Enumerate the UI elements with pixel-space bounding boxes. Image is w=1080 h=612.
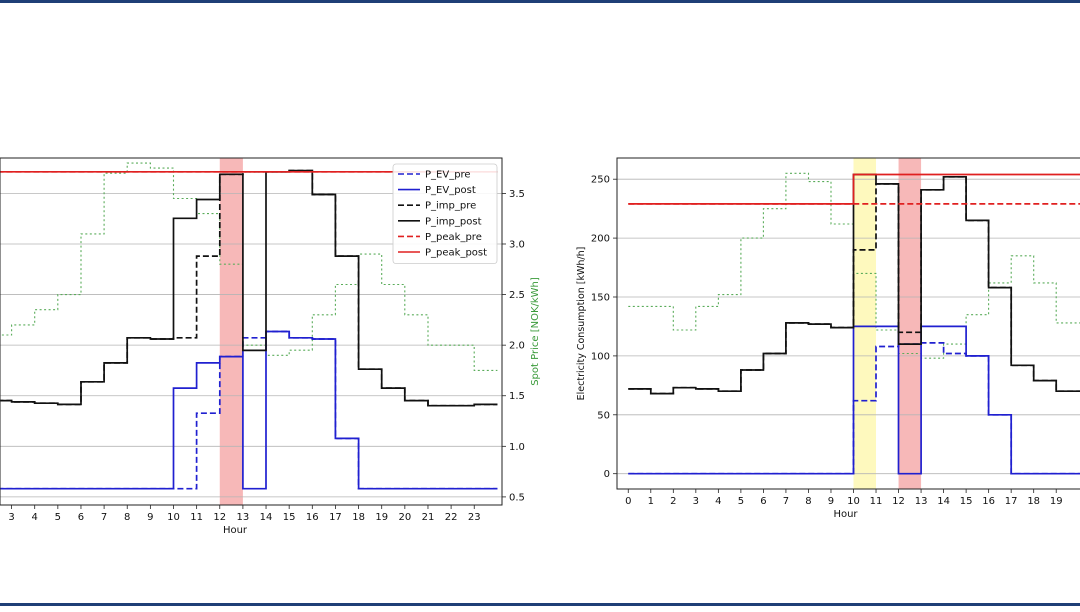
x-tick-label: 6 bbox=[760, 496, 766, 507]
x-axis-label: Hour bbox=[833, 509, 858, 520]
plot-area bbox=[617, 158, 1080, 489]
x-tick-label: 11 bbox=[870, 496, 883, 507]
x-tick-label: 4 bbox=[715, 496, 721, 507]
chart-left: 3 4 5 6 7 8 9 10 11 12 13 14 15 16 17 18 19 20 21 22 23 Hour 0… bbox=[0, 157, 541, 536]
x-tick-label: 6 bbox=[78, 512, 84, 523]
y-tick-label: 100 bbox=[591, 351, 610, 362]
x-tick-label: 5 bbox=[738, 496, 744, 507]
x-tick-label: 23 bbox=[468, 512, 481, 523]
x-tick-label: 13 bbox=[915, 496, 928, 507]
bottom-frame-line bbox=[0, 603, 1080, 606]
y-right-axis-label: Spot Price [NOK/kWh] bbox=[530, 277, 541, 386]
y-right-tick-label: 0.5 bbox=[509, 492, 525, 503]
x-tick-label: 17 bbox=[1005, 496, 1018, 507]
x-tick-label: 16 bbox=[982, 496, 995, 507]
x-tick-label: 0 bbox=[625, 496, 631, 507]
x-tick-label: 16 bbox=[306, 512, 319, 523]
x-tick-label: 8 bbox=[124, 512, 130, 523]
x-tick-label: 11 bbox=[190, 512, 203, 523]
y-tick-label: 50 bbox=[597, 410, 610, 421]
highlight-span-2 bbox=[898, 158, 922, 489]
highlight-span-1 bbox=[853, 158, 877, 489]
x-tick-label: 17 bbox=[329, 512, 342, 523]
x-tick-label: 4 bbox=[32, 512, 38, 523]
x-tick-label: 19 bbox=[375, 512, 388, 523]
legend-entry: P_EV_pre bbox=[425, 170, 471, 181]
x-tick-label: 9 bbox=[147, 512, 153, 523]
legend-entry: P_peak_pre bbox=[425, 232, 482, 243]
x-tick-label: 1 bbox=[648, 496, 654, 507]
x-tick-label: 19 bbox=[1050, 496, 1063, 507]
legend-entry: P_peak_post bbox=[425, 248, 487, 259]
x-tick-label: 7 bbox=[783, 496, 789, 507]
x-tick-label: 15 bbox=[960, 496, 973, 507]
series-p_ev_pre bbox=[0, 330, 498, 490]
y-right-tick-label: 1.5 bbox=[509, 391, 525, 402]
y-tick-label: 200 bbox=[591, 234, 610, 245]
x-tick-label: 22 bbox=[445, 512, 458, 523]
y-right-tick-label: 2.5 bbox=[509, 290, 525, 301]
y-tick-label: 150 bbox=[591, 292, 610, 303]
legend-entry: P_imp_pre bbox=[425, 201, 476, 212]
x-tick-label: 3 bbox=[8, 512, 14, 523]
x-tick-label: 13 bbox=[237, 512, 250, 523]
series-p_imp_post bbox=[0, 169, 498, 407]
x-tick-label: 21 bbox=[422, 512, 435, 523]
legend-entry: P_imp_post bbox=[425, 216, 482, 227]
series-p_ev_post bbox=[0, 330, 498, 490]
chart-right: 0 1 2 3 4 5 6 7 8 9 10 11 12 13 14 15 16 17 18 19Hour050100… bbox=[576, 157, 1080, 520]
y-tick-label: 0 bbox=[604, 469, 610, 480]
series-p_peak_post bbox=[628, 173, 1080, 205]
x-tick-label: 12 bbox=[892, 496, 905, 507]
y-tick-label: 250 bbox=[591, 175, 610, 186]
x-tick-label: 5 bbox=[55, 512, 61, 523]
axes-frame bbox=[0, 157, 503, 506]
x-tick-label: 10 bbox=[167, 512, 180, 523]
x-tick-label: 3 bbox=[693, 496, 699, 507]
y-axis-label: Electricity Consumption [kWh/h] bbox=[576, 247, 587, 401]
y-right-tick-label: 1.0 bbox=[509, 442, 525, 453]
top-frame-line bbox=[0, 0, 1080, 3]
y-right-tick-label: 3.0 bbox=[509, 239, 525, 250]
x-tick-label: 20 bbox=[398, 512, 411, 523]
x-axis-label: Hour bbox=[223, 525, 248, 536]
legend-entry: P_EV_post bbox=[425, 185, 476, 196]
y-right-tick-label: 3.5 bbox=[509, 189, 525, 200]
x-tick-label: 2 bbox=[670, 496, 676, 507]
x-tick-label: 15 bbox=[283, 512, 296, 523]
legend: P_EV_pre P_EV_post P_imp_pre P_imp_post P_pe… bbox=[392, 163, 498, 264]
x-tick-label: 9 bbox=[828, 496, 834, 507]
x-tick-label: 14 bbox=[937, 496, 950, 507]
y-right-tick-label: 2.0 bbox=[509, 341, 525, 352]
series-p_ev_post bbox=[628, 325, 1080, 475]
x-tick-label: 7 bbox=[101, 512, 107, 523]
highlight-span-1 bbox=[219, 158, 243, 505]
x-tick-label: 18 bbox=[1027, 496, 1040, 507]
x-tick-label: 12 bbox=[213, 512, 226, 523]
x-tick-label: 8 bbox=[805, 496, 811, 507]
x-tick-label: 14 bbox=[260, 512, 273, 523]
x-tick-label: 18 bbox=[352, 512, 365, 523]
x-tick-label: 10 bbox=[847, 496, 860, 507]
